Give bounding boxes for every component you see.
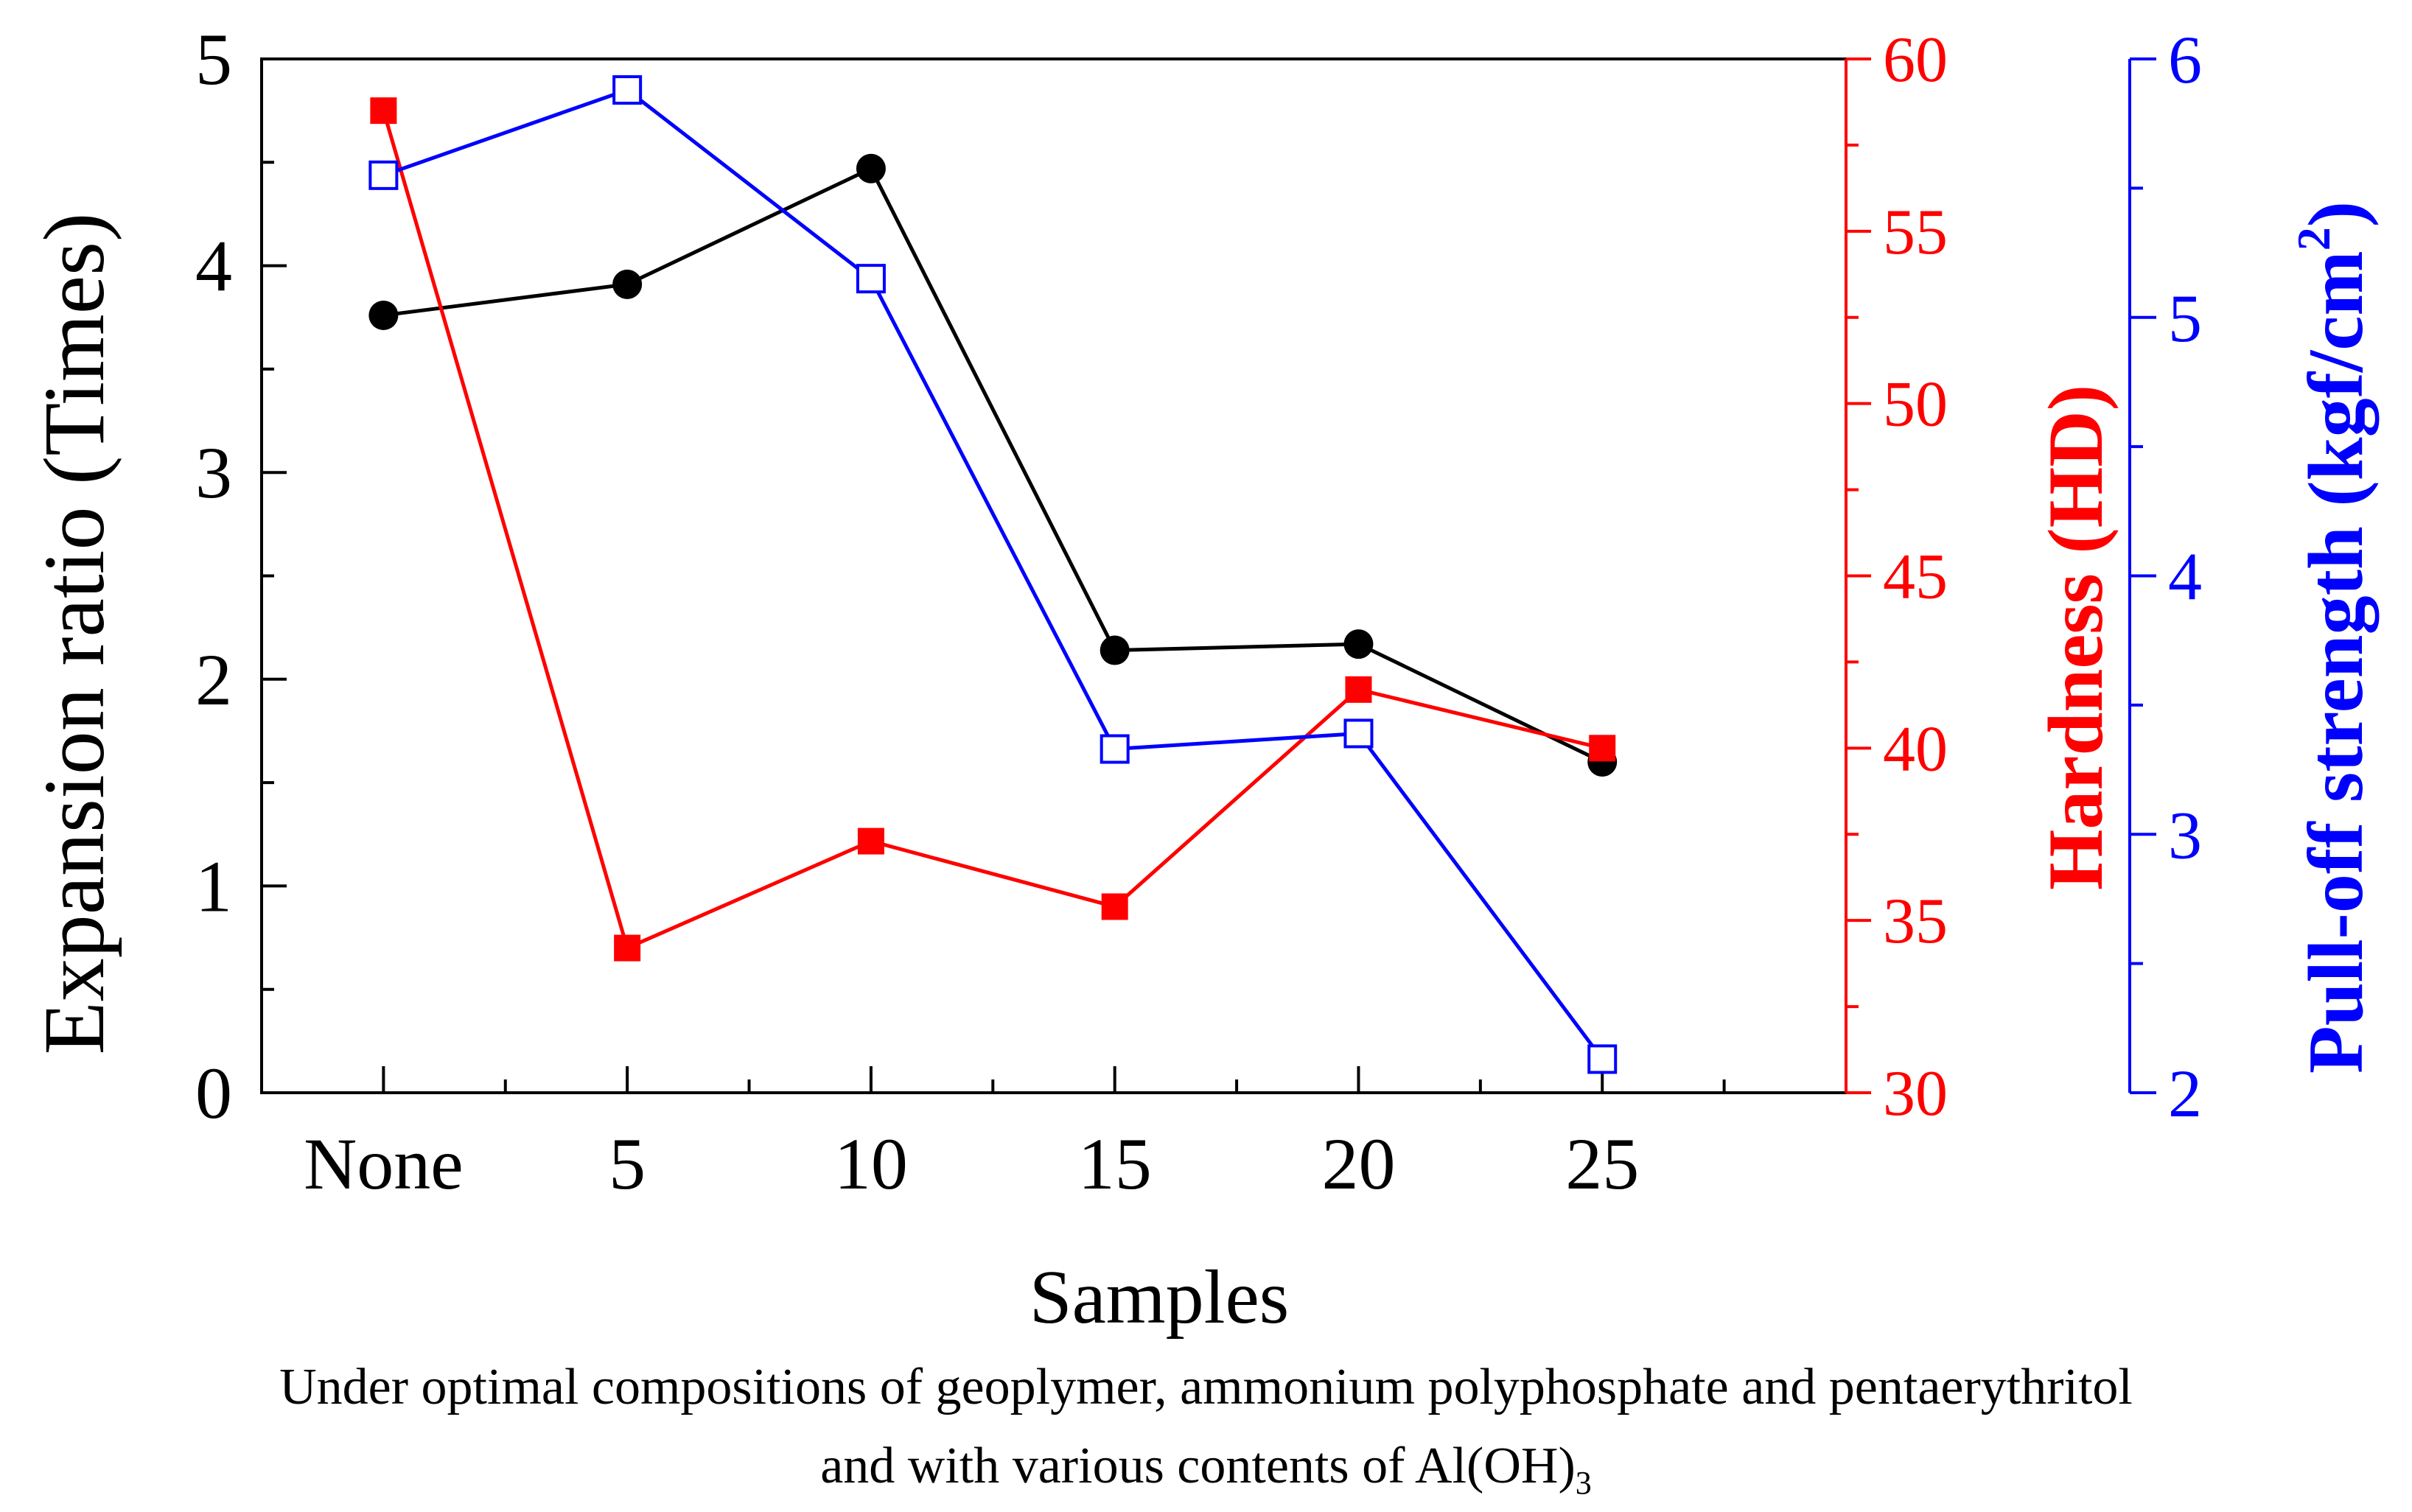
left-tick-label: 0 — [195, 1052, 232, 1134]
hardness-point — [1345, 676, 1372, 703]
expansion-ratio-point — [368, 300, 399, 330]
plot-frame — [260, 57, 1848, 1094]
hardness-tick-label: 50 — [1883, 369, 1948, 441]
pull-off-strength-point — [368, 160, 399, 190]
hardness-point — [857, 827, 884, 855]
hardness-point — [614, 934, 641, 962]
left-y-axis: 0 1 2 3 4 5 — [195, 18, 287, 1134]
expansion-ratio-point — [856, 153, 886, 183]
left-tick-label: 1 — [195, 845, 232, 927]
x-axis-title: Samples — [1030, 1255, 1289, 1340]
hardness-tick-label: 55 — [1883, 197, 1948, 268]
hardness-point — [1101, 893, 1128, 920]
expansion-ratio-point — [1100, 635, 1130, 665]
pull-off-strength-point — [1343, 718, 1374, 749]
x-tick-label: 5 — [609, 1123, 646, 1205]
expansion-ratio-line — [383, 166, 1604, 764]
pull-off-tick-label: 3 — [2168, 797, 2202, 872]
hardness-tick-label: 45 — [1883, 542, 1948, 613]
expansion-ratio-point — [612, 269, 643, 299]
pull-off-strength-line — [382, 88, 1604, 1060]
pull-off-tick-label: 6 — [2168, 22, 2202, 97]
left-axis-title: Expansion ratio (Times) — [26, 213, 122, 1055]
hardness-tick-label: 35 — [1883, 886, 1948, 957]
pull-off-axis-title-sup: 2 — [2287, 227, 2340, 251]
hardness-tick-label: 30 — [1883, 1058, 1948, 1130]
left-tick-label: 2 — [195, 639, 232, 721]
pull-off-strength-point — [1100, 734, 1130, 764]
hardness-y-axis: 30 35 40 45 50 55 60 — [1845, 24, 1948, 1130]
left-tick-label: 5 — [195, 18, 232, 100]
left-tick-label: 4 — [195, 225, 232, 307]
hardness-point — [1589, 735, 1616, 762]
hardness-line — [381, 110, 1603, 951]
pull-off-tick-label: 5 — [2168, 281, 2202, 356]
data-series — [368, 75, 1618, 1074]
pull-off-axis-title: Pull-off strength (kgf/cm2) — [2287, 201, 2379, 1074]
caption-line-2-main: and with various contents of Al(OH) — [820, 1438, 1576, 1494]
caption-line-1: Under optimal compositions of geoplymer,… — [279, 1359, 2133, 1415]
expansion-ratio-point — [1343, 629, 1374, 659]
left-tick-label: 3 — [195, 432, 232, 514]
pull-off-y-axis: 2 3 4 5 6 — [2128, 22, 2202, 1131]
plot-border — [260, 57, 1848, 1094]
x-tick-label: 25 — [1565, 1123, 1639, 1205]
hardness-point — [370, 97, 397, 125]
pull-off-axis-title-main: Pull-off strength (kgf/cm — [2293, 251, 2379, 1074]
x-axis: None 5 10 15 20 25 — [304, 1066, 1726, 1205]
pull-off-strength-point — [612, 75, 643, 105]
x-tick-label: None — [304, 1123, 464, 1205]
x-tick-label: 15 — [1078, 1123, 1152, 1205]
hardness-tick-label: 60 — [1883, 24, 1948, 96]
pull-off-tick-label: 4 — [2168, 539, 2202, 615]
x-tick-label: 10 — [834, 1123, 908, 1205]
caption-line-2: and with various contents of Al(OH)3 — [0, 1441, 2412, 1499]
pull-off-tick-label: 2 — [2168, 1056, 2202, 1131]
caption-line-2-sub: 3 — [1575, 1465, 1592, 1501]
x-tick-label: 20 — [1321, 1123, 1395, 1205]
pull-off-axis-title-end: ) — [2293, 201, 2379, 227]
hardness-tick-label: 40 — [1883, 713, 1948, 785]
hardness-axis-title: Hardness (HD) — [2032, 385, 2119, 890]
pull-off-strength-point — [856, 264, 886, 294]
pull-off-strength-point — [1587, 1044, 1618, 1074]
